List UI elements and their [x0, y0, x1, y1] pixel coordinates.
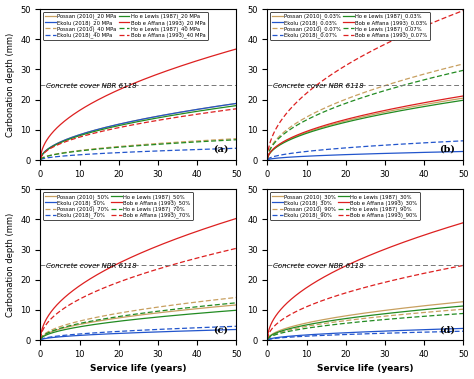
Legend: Possan (2010)_30%, Ekolu (2018)_30%, Possan (2010)_90%, Ekolu (2018)_90%, Ho e L: Possan (2010)_30%, Ekolu (2018)_30%, Pos… — [270, 192, 420, 221]
Text: Concrete cover NBR 6118: Concrete cover NBR 6118 — [273, 83, 364, 89]
Text: Concrete cover NBR 6118: Concrete cover NBR 6118 — [273, 263, 364, 269]
Legend: Possan (2010)_20 MPa, Ekolu (2018)_20 MPa, Possan (2010)_40 MPa, Ekolu (2018)_40: Possan (2010)_20 MPa, Ekolu (2018)_20 MP… — [43, 12, 208, 40]
Text: (a): (a) — [213, 145, 228, 154]
Text: Concrete cover NBR 6118: Concrete cover NBR 6118 — [46, 83, 137, 89]
Legend: Possan (2010)_50%, Ekolu (2018)_50%, Possan (2010)_70%, Ekolu (2018)_70%, Ho e L: Possan (2010)_50%, Ekolu (2018)_50%, Pos… — [43, 192, 193, 221]
X-axis label: Service life (years): Service life (years) — [90, 365, 187, 373]
Text: (d): (d) — [439, 325, 456, 334]
Text: Concrete cover NBR 6118: Concrete cover NBR 6118 — [46, 263, 137, 269]
X-axis label: Service life (years): Service life (years) — [317, 365, 413, 373]
Text: (c): (c) — [214, 325, 228, 334]
Y-axis label: Carbonation depth (mm): Carbonation depth (mm) — [6, 33, 15, 137]
Y-axis label: Carbonation depth (mm): Carbonation depth (mm) — [6, 213, 15, 317]
Legend: Possan (2010)_0.03%, Ekolu (2018)_0.03%, Possan (2010)_0.07%, Ekolu (2018)_0.07%: Possan (2010)_0.03%, Ekolu (2018)_0.03%,… — [270, 12, 430, 40]
Text: (b): (b) — [439, 145, 456, 154]
